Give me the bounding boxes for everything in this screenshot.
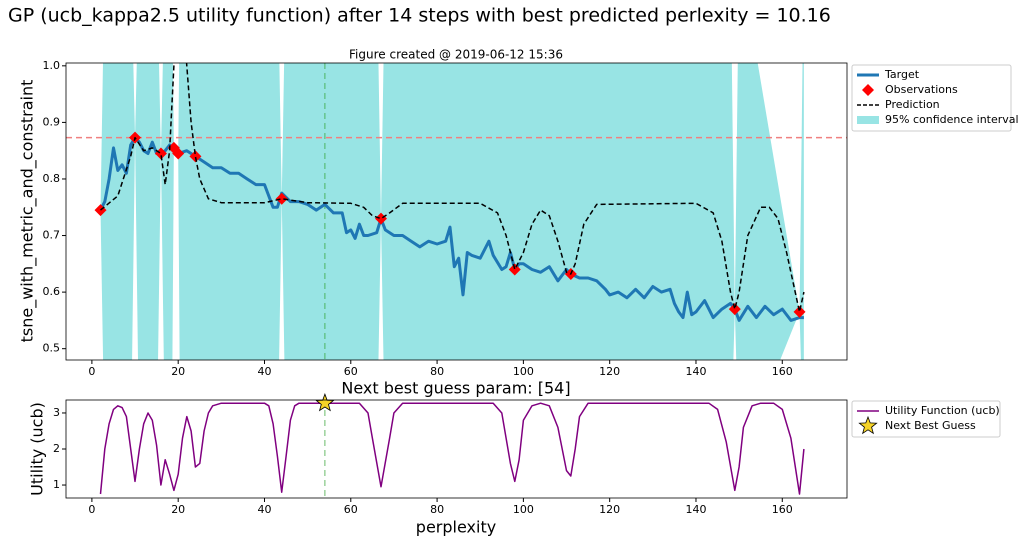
legend-label: Target [884,68,920,81]
y-tick-label: 0.7 [43,229,61,242]
diamond-marker [374,212,387,225]
y-axis-label: tsne_with_metric_and_constraint [18,80,38,343]
y-tick-label: 1.0 [43,59,61,72]
x-tick-label: 0 [88,365,95,378]
x-tick-label: 20 [171,365,185,378]
legend-label: Prediction [885,98,940,111]
y-tick-label: 0.9 [43,115,61,128]
diamond-marker [172,147,185,160]
legend-label: Observations [885,83,958,96]
line [100,63,805,313]
x-tick-label: 80 [430,365,444,378]
x-tick-label: 80 [430,503,444,516]
x-tick-label: 40 [257,503,271,516]
legend-swatch [857,116,879,124]
line [99,402,805,495]
y-tick-label: 0.8 [43,172,61,185]
diamond-marker [508,263,521,276]
plot-area [99,400,805,498]
diamond-marker [793,305,806,318]
x-tick-label: 0 [88,503,95,516]
diamond-marker [189,150,202,163]
legend-swatch [862,84,874,96]
x-tick-label: 160 [772,365,793,378]
y-tick-label: 0.5 [43,342,61,355]
x-tick-label: 20 [171,503,185,516]
y-tick-label: 1 [53,478,60,491]
diamond-marker [154,147,167,160]
chart-title: Figure created @ 2019-06-12 15:36 [349,48,563,62]
x-axis-label: perplexity [416,518,496,537]
legend-label: Next Best Guess [885,419,976,432]
x-tick-label: 120 [599,365,620,378]
diamond-marker [275,192,288,205]
y-tick-label: 3 [53,406,60,419]
figure-title: GP (ucb_kappa2.5 utility function) after… [8,5,831,27]
plot-area [66,63,847,360]
x-tick-label: 60 [344,365,358,378]
x-tick-label: 100 [513,503,534,516]
legend-label: 95% confidence interval [885,113,1018,126]
x-tick-label: 140 [685,365,706,378]
legend-box [851,64,1012,132]
x-tick-label: 160 [772,503,793,516]
axes-frame [65,62,848,361]
x-tick-label: 120 [599,503,620,516]
diamond-marker [728,303,741,316]
legend-box [851,400,1001,438]
x-tick-label: 140 [685,503,706,516]
legend-label: Utility Function (ucb) [885,404,1000,417]
legend-swatch [858,415,878,435]
chart-title: Next best guess param: [54] [341,379,570,398]
y-axis-label: Utility (ucb) [28,402,47,496]
x-tick-label: 40 [257,365,271,378]
y-tick-label: 2 [53,442,60,455]
x-tick-label: 60 [344,503,358,516]
x-tick-label: 100 [513,365,534,378]
y-tick-label: 0.6 [43,285,61,298]
